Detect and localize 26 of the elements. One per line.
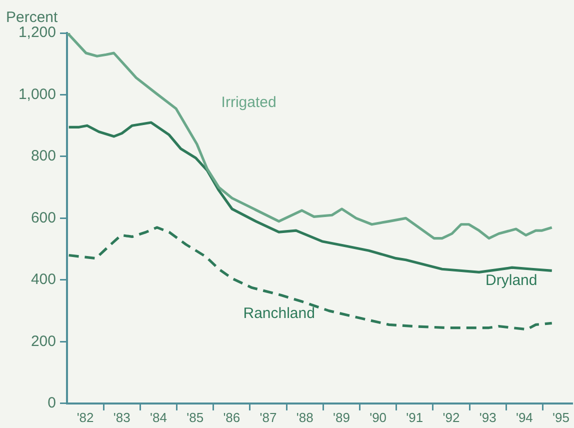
x-tick-label: '88 [296, 410, 314, 425]
text: Irrigated [221, 94, 276, 112]
y-tick-label: 600 [30, 209, 56, 226]
y-axis-title: Percent [6, 9, 59, 26]
x-tick-label: '90 [370, 410, 387, 425]
x-tick-label: '87 [260, 410, 277, 425]
x-tick-label: '94 [516, 410, 533, 425]
y-tick-label: 0 [48, 394, 56, 412]
y-tick-label: 400 [30, 271, 56, 288]
x-tick-label: '86 [223, 410, 240, 425]
series-label: Ranchland [243, 305, 315, 322]
x-tick-label: '95 [552, 410, 570, 425]
y-tick-label: 1,000 [18, 86, 56, 103]
x-tick-label: '93 [479, 410, 496, 425]
line-series [68, 226, 554, 331]
y-tick-label: 1,200 [18, 24, 56, 42]
y-tick-label: 200 [30, 332, 56, 350]
y-tick-label: 800 [30, 148, 56, 165]
x-tick-label: '89 [332, 410, 350, 425]
x-tick-label: '91 [406, 410, 424, 425]
x-tick-label: '92 [442, 410, 460, 425]
series-label: Dryland [486, 272, 538, 289]
x-tick-label: '83 [113, 410, 130, 425]
x-tick-label: '82 [76, 410, 94, 425]
x-tick-label: '85 [186, 410, 204, 425]
x-tick-label: '84 [150, 410, 167, 425]
